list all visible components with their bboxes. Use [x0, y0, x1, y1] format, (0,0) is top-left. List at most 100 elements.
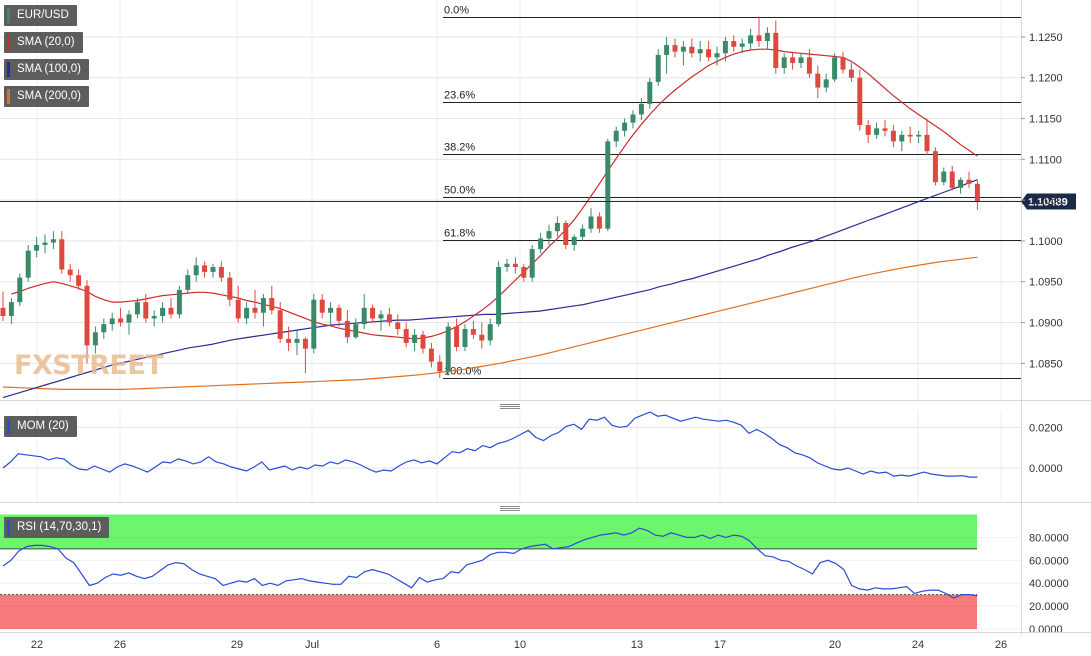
candle-body [932, 151, 938, 183]
legend-eurusd[interactable]: EUR/USD [4, 5, 77, 26]
candle-body [59, 239, 65, 270]
legend-swatch [7, 520, 10, 535]
candle-body [202, 265, 208, 272]
candle [815, 65, 821, 99]
candle [269, 285, 275, 315]
fib-level-label: 50.0% [444, 185, 475, 197]
candle-body [370, 307, 376, 319]
candle-body [378, 314, 384, 319]
candle [42, 234, 48, 254]
candle-body [638, 103, 644, 115]
legend-mom[interactable]: MOM (20) [4, 416, 77, 437]
time-tick-label: 26 [114, 639, 126, 651]
candle [974, 179, 980, 210]
candle [378, 310, 384, 331]
candle-body [193, 265, 199, 276]
candle-body [697, 49, 703, 54]
candle [193, 257, 199, 282]
current-price-marker [1021, 193, 1076, 210]
fibonacci-retracement[interactable]: 0.0%23.6%38.2%50.0%61.8%100.0% [443, 5, 1021, 379]
candle [294, 330, 300, 356]
price-tick-label: 1.0900 [1029, 318, 1063, 330]
candle [353, 318, 359, 339]
candle [336, 304, 342, 327]
legend-swatch [7, 8, 10, 23]
candle [328, 302, 334, 325]
candle-body [739, 43, 745, 47]
candle-body [832, 57, 838, 80]
watermark-logo: FXSTREET [14, 350, 164, 381]
candle-body [479, 334, 485, 341]
time-tick-label: Jul [305, 639, 319, 651]
candle-body [0, 307, 6, 316]
candle [605, 138, 611, 232]
candle-body [580, 228, 586, 237]
candle-body [521, 267, 527, 278]
time-tick-label: 13 [631, 639, 643, 651]
candle [706, 41, 712, 62]
candle-body [664, 45, 670, 55]
candle-body [277, 310, 283, 339]
candle [739, 38, 745, 54]
candle-body [731, 41, 737, 47]
candle [76, 269, 82, 290]
candle [143, 293, 149, 323]
candle-body [454, 326, 460, 347]
candle-body [571, 236, 577, 246]
legend-rsi[interactable]: RSI (14,70,30,1) [4, 517, 110, 538]
candle [412, 329, 418, 352]
candle [748, 28, 754, 50]
candle [218, 261, 224, 282]
candle [781, 53, 787, 74]
candle [647, 77, 653, 109]
candle-body [50, 239, 56, 243]
fib-level-label: 0.0% [444, 5, 469, 17]
candle-body [756, 35, 762, 42]
candle [907, 126, 913, 144]
candle-body [613, 130, 619, 142]
legend-sma20[interactable]: SMA (20,0) [4, 32, 83, 53]
candle-body [596, 216, 602, 229]
candle [529, 245, 535, 282]
price-tick-label: 1.0950 [1029, 277, 1063, 289]
candle-body [84, 285, 90, 346]
candle [966, 171, 972, 188]
candle [445, 322, 451, 376]
candle [227, 271, 233, 307]
candle-body [17, 277, 23, 303]
candle-body [101, 324, 107, 333]
current-price-line: 1.10489 [0, 193, 1076, 210]
panel-splitter-price-mom[interactable] [500, 404, 520, 409]
candle-body [34, 245, 40, 251]
candle-body [143, 302, 149, 319]
candle-body [882, 128, 888, 131]
candle-body [546, 231, 552, 239]
candle [302, 337, 308, 374]
candle-body [764, 32, 770, 42]
legend-label: EUR/USD [17, 9, 69, 21]
candle [50, 231, 56, 250]
candle-body [781, 57, 787, 68]
candle-body [412, 334, 418, 343]
legend-sma200[interactable]: SMA (200,0) [4, 86, 89, 107]
candle-body [395, 322, 401, 330]
candle [252, 289, 258, 319]
candle [168, 298, 174, 319]
current-price-label: 1.10489 [1028, 197, 1068, 209]
candle [949, 165, 955, 191]
candle-body [773, 32, 779, 68]
legend-label: SMA (100,0) [17, 63, 81, 75]
candle-body [76, 275, 82, 286]
candle [286, 326, 292, 352]
candle [126, 310, 132, 335]
candle-body [8, 302, 14, 316]
candle-body [689, 46, 695, 54]
candle [613, 126, 619, 148]
candle [176, 285, 182, 319]
candle-body [916, 134, 922, 137]
candle-body [260, 298, 266, 313]
panel-splitter-mom-rsi[interactable] [500, 506, 520, 511]
candle [722, 36, 728, 62]
legend-sma100[interactable]: SMA (100,0) [4, 59, 89, 80]
candle [865, 120, 871, 144]
